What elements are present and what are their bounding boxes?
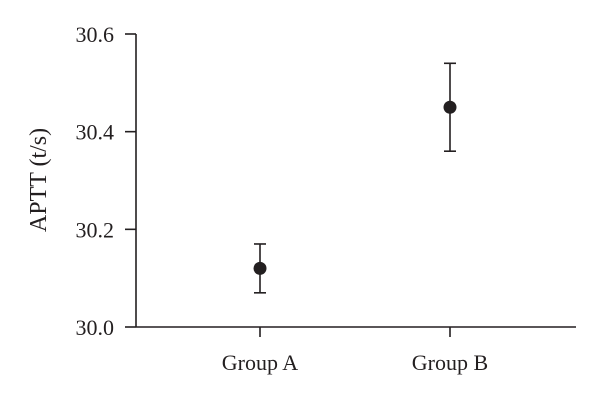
y-axis-label: APTT (t/s) — [26, 128, 52, 232]
data-point-1 — [443, 100, 457, 114]
x-tick-label-0: Group A — [222, 350, 299, 375]
y-tick-label-3: 30.6 — [76, 22, 115, 47]
data-point-0 — [253, 261, 267, 275]
x-ticks: Group A Group B — [222, 327, 488, 375]
x-tick-label-1: Group B — [412, 350, 488, 375]
axes — [135, 34, 576, 328]
y-tick-label-1: 30.2 — [76, 217, 115, 242]
y-tick-label-2: 30.4 — [76, 120, 115, 145]
y-ticks: 30.0 30.2 30.4 30.6 — [76, 22, 136, 340]
data-points — [253, 62, 457, 294]
y-tick-label-0: 30.0 — [76, 315, 115, 340]
